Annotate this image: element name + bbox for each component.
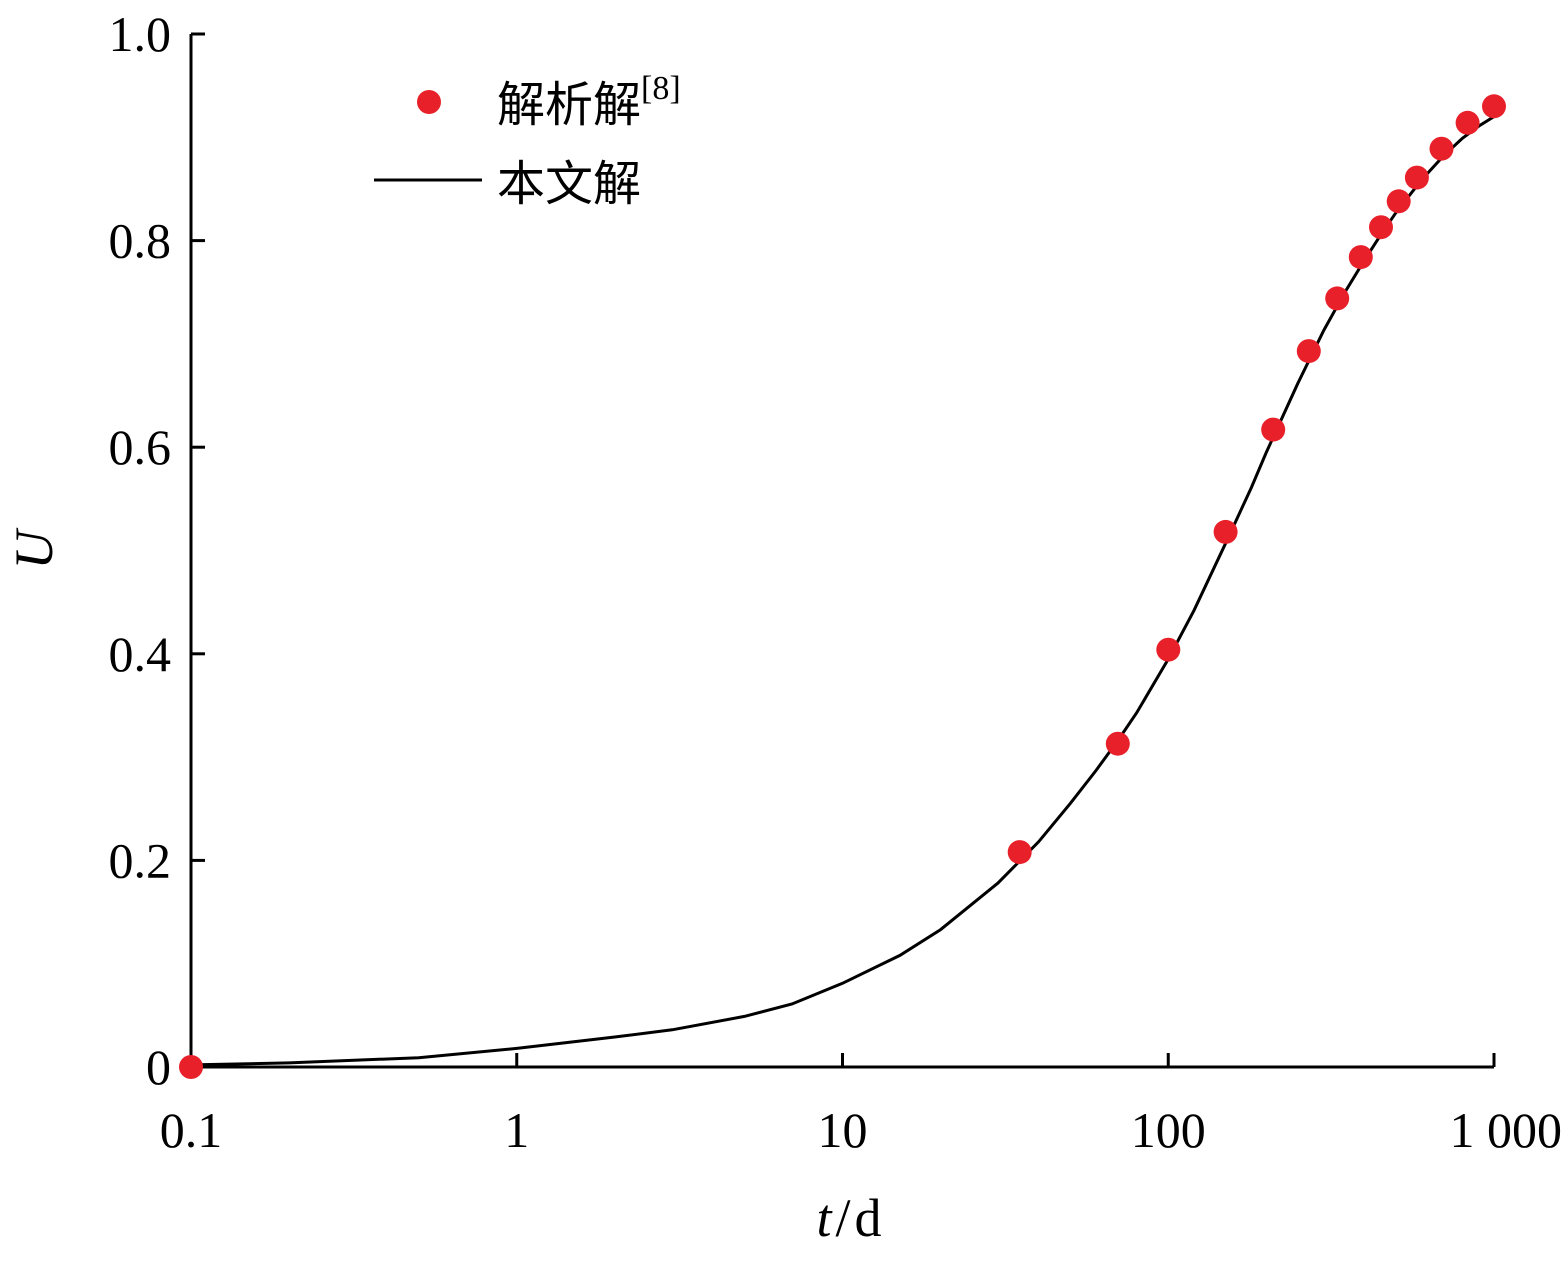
legend-marker-points: [417, 90, 441, 114]
y-tick-label: 1.0: [109, 6, 172, 62]
data-point: [1007, 840, 1032, 865]
data-point: [1429, 136, 1454, 161]
x-axis-label-unit: d: [855, 1188, 882, 1248]
series-line-本文解: [190, 115, 1495, 1067]
legend: 解析解[8] 本文解: [374, 70, 681, 212]
data-point: [1156, 637, 1181, 662]
data-point: [1455, 110, 1480, 135]
y-tick-label: 0.6: [109, 419, 172, 475]
data-point: [179, 1055, 203, 1079]
x-axis-label-var: t: [816, 1188, 833, 1248]
series-points-解析解: [179, 94, 1506, 1079]
y-tick-label: 0.4: [109, 626, 172, 682]
legend-label-points: 解析解[8]: [497, 70, 681, 133]
data-point: [1348, 245, 1373, 270]
y-tick-label: 0.2: [109, 832, 172, 888]
data-point: [1482, 94, 1506, 119]
data-point: [1261, 417, 1286, 442]
data-point: [1105, 731, 1130, 756]
data-point: [1386, 189, 1411, 214]
data-point: [1325, 286, 1350, 311]
x-tick-label: 1 000: [1450, 1102, 1563, 1158]
x-axis-label: t/d: [816, 1188, 881, 1248]
x-tick-label: 0.1: [160, 1102, 223, 1158]
x-tick-label: 10: [818, 1102, 868, 1158]
legend-label-line: 本文解: [497, 156, 641, 212]
data-point: [1213, 519, 1238, 544]
x-axis-label-sep: /: [836, 1188, 851, 1248]
x-tick-label: 1: [504, 1102, 529, 1158]
x-tick-label: 100: [1131, 1102, 1206, 1158]
data-point: [1369, 215, 1393, 240]
axes: [189, 34, 1494, 1069]
y-tick-label: 0: [146, 1039, 171, 1095]
y-tick-label: 0.8: [109, 213, 172, 269]
y-axis-label: U: [4, 528, 64, 570]
ticks: 0 0.2 0.4 0.6 0.8 1.0 0.1 1 10 100 1 000: [109, 6, 1563, 1158]
data-point: [1404, 165, 1429, 190]
data-point: [1296, 339, 1321, 364]
legend-label-points-ref: [8]: [641, 70, 681, 107]
